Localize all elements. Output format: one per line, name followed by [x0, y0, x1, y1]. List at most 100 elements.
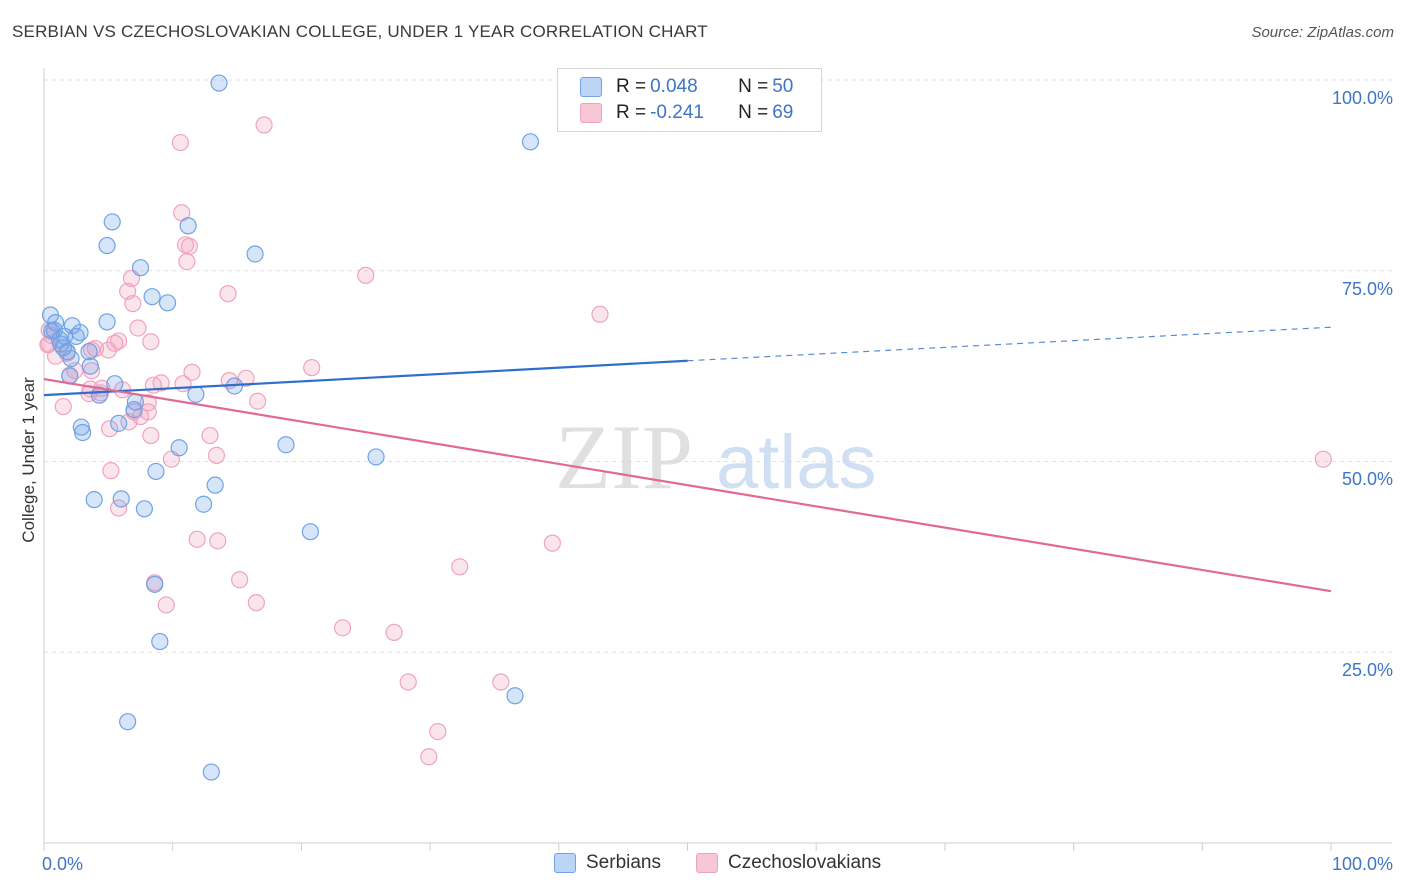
point-serbians [143, 288, 161, 306]
point-serbians [147, 462, 165, 481]
bottom-legend-czech: Czechoslovakians [696, 852, 881, 874]
point-serbians [81, 357, 99, 375]
point-czech [357, 266, 375, 284]
trend-line-czech [43, 378, 1332, 593]
legend-row-czech: R = -0.241 N = 69 [580, 101, 793, 125]
point-serbians [158, 294, 177, 312]
point-serbians [85, 491, 103, 509]
bottom-legend-serbians: Serbians [554, 852, 661, 874]
point-czech [247, 594, 265, 612]
legend-r-value-serbians: 0.048 [650, 76, 698, 97]
source-label: Source: ZipAtlas.com [1251, 24, 1394, 41]
legend-swatch-serbians [580, 77, 602, 97]
point-czech [101, 420, 119, 438]
point-czech [201, 426, 219, 445]
point-czech [139, 394, 157, 412]
legend-swatch-czech [580, 103, 602, 123]
point-czech [99, 341, 117, 359]
x-tick-max: 100.0% [1332, 854, 1393, 874]
legend-n-value-czech: 69 [772, 102, 794, 123]
point-serbians [43, 322, 61, 340]
point-czech [249, 392, 267, 410]
watermark: ZIP atlas [555, 406, 877, 508]
point-czech [142, 333, 160, 351]
point-czech [219, 285, 237, 303]
point-serbians [74, 423, 92, 442]
point-czech [255, 116, 273, 134]
point-czech [591, 305, 609, 323]
point-serbians [187, 385, 205, 403]
point-serbians [506, 687, 524, 705]
point-czech [54, 397, 72, 416]
point-serbians [110, 414, 128, 432]
legend-n-label: N = [738, 76, 769, 97]
point-czech [420, 748, 438, 766]
point-czech [180, 237, 199, 255]
chart-title: SERBIAN VS CZECHOSLOVAKIAN COLLEGE, UNDE… [12, 22, 708, 41]
watermark-atlas: atlas [716, 420, 877, 505]
point-czech [543, 534, 561, 552]
point-serbians [98, 236, 116, 255]
y-tick-100: 100.0% [1332, 88, 1393, 108]
y-tick-50: 50.0% [1342, 469, 1393, 489]
point-serbians [151, 632, 169, 651]
point-serbians [194, 495, 213, 513]
point-serbians [80, 343, 98, 361]
point-serbians [135, 500, 153, 518]
point-czech [492, 673, 510, 691]
watermark-zip: ZIP [555, 406, 693, 508]
point-czech [1314, 450, 1332, 468]
point-serbians [202, 763, 220, 781]
point-serbians [146, 575, 164, 593]
y-tick-25: 25.0% [1342, 660, 1393, 680]
point-serbians [277, 436, 295, 454]
trend-line-serbians-extension [687, 326, 1332, 362]
point-czech [207, 446, 226, 464]
point-czech [124, 294, 142, 313]
point-serbians [62, 349, 80, 368]
y-axis-label: College, Under 1 year [19, 377, 38, 543]
bottom-label-serbians: Serbians [586, 852, 661, 873]
point-serbians [521, 133, 540, 151]
point-czech [399, 673, 417, 691]
point-czech [152, 374, 170, 392]
point-serbians [170, 439, 188, 457]
legend-n-value-serbians: 50 [772, 76, 794, 97]
point-serbians [246, 245, 264, 263]
point-czech [451, 558, 469, 576]
legend-r-label: R = [616, 76, 647, 97]
legend-n-label: N = [738, 102, 769, 123]
point-serbians [206, 476, 224, 494]
point-czech [157, 596, 175, 614]
point-czech [142, 426, 160, 445]
bottom-label-czech: Czechoslovakians [728, 852, 882, 873]
point-serbians [179, 217, 197, 235]
point-serbians [119, 713, 137, 731]
point-serbians [131, 259, 150, 277]
point-serbians [125, 401, 143, 419]
y-tick-75: 75.0% [1342, 279, 1393, 299]
point-serbians [112, 490, 130, 508]
point-czech [188, 530, 206, 548]
point-czech [333, 619, 352, 637]
point-czech [231, 571, 249, 589]
legend-r-label: R = [616, 102, 647, 123]
bottom-swatch-serbians [554, 853, 576, 873]
legend-r-value-czech: -0.241 [650, 102, 704, 123]
point-czech [429, 723, 447, 741]
point-serbians [367, 448, 385, 466]
point-serbians [98, 313, 116, 331]
axes [43, 68, 1392, 851]
point-czech [129, 319, 147, 337]
point-czech [171, 133, 190, 152]
x-tick-min: 0.0% [42, 854, 83, 874]
point-czech [183, 363, 201, 381]
point-serbians [103, 213, 121, 231]
point-czech [106, 334, 124, 352]
point-serbians [210, 74, 228, 92]
trend-line-serbians [43, 359, 688, 397]
correlation-legend: R = 0.048 N = 50 R = -0.241 N = 69 [557, 68, 822, 132]
bottom-swatch-czech [696, 853, 718, 873]
legend-row-serbians: R = 0.048 N = 50 [580, 75, 793, 99]
